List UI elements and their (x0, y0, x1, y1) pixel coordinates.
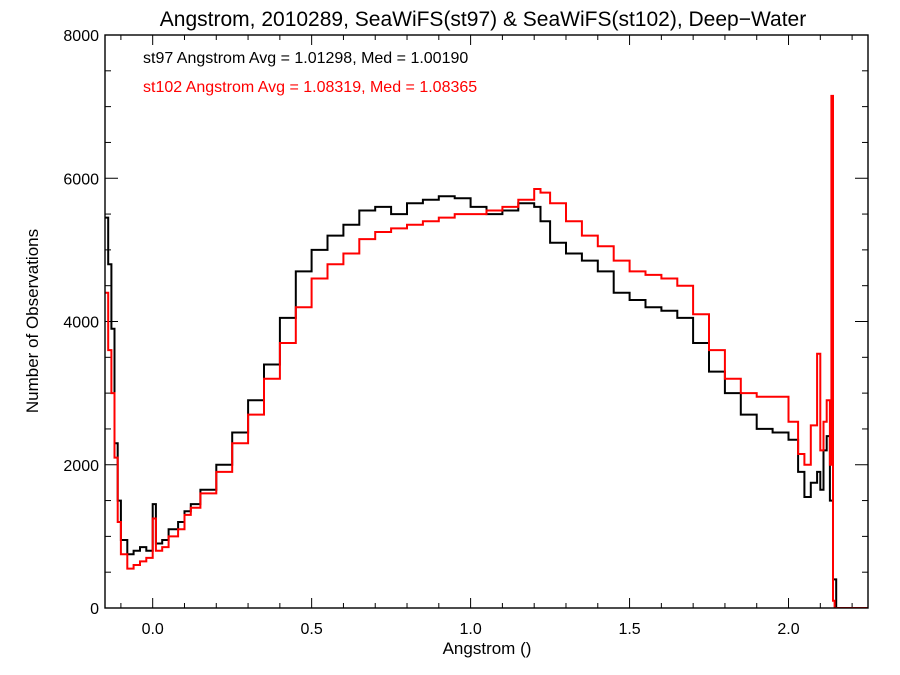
annotations: st97 Angstrom Avg = 1.01298, Med = 1.001… (143, 50, 477, 96)
y-tick-label: 4000 (63, 315, 99, 332)
series-line-1 (105, 195, 838, 608)
y-tick-label: 0 (90, 601, 99, 618)
series-layer (105, 94, 868, 608)
annotation-2: st102 Angstrom Avg = 1.08319, Med = 1.08… (143, 79, 477, 96)
y-tick-label: 6000 (63, 171, 99, 188)
x-tick-label: 0.5 (301, 621, 323, 638)
y-axis-label: Number of Observations (23, 229, 42, 413)
plot-frame (104, 34, 869, 609)
y-tick-label: 2000 (63, 458, 99, 475)
axis-ticks: 0.0 0.5 1.0 1.5 2.0 0 2000 4000 6000 8000 (63, 28, 868, 638)
x-axis-label: Angstrom () (443, 639, 532, 658)
annotation-1: st97 Angstrom Avg = 1.01298, Med = 1.001… (143, 50, 468, 67)
x-tick-label: 1.0 (459, 621, 481, 638)
series-line-2 (105, 94, 868, 608)
y-tick-label: 8000 (63, 28, 99, 45)
x-tick-label: 1.5 (618, 621, 640, 638)
x-tick-label: 2.0 (777, 621, 799, 638)
x-tick-label: 0.0 (142, 621, 164, 638)
chart-title: Angstrom, 2010289, SeaWiFS(st97) & SeaWi… (160, 8, 806, 31)
